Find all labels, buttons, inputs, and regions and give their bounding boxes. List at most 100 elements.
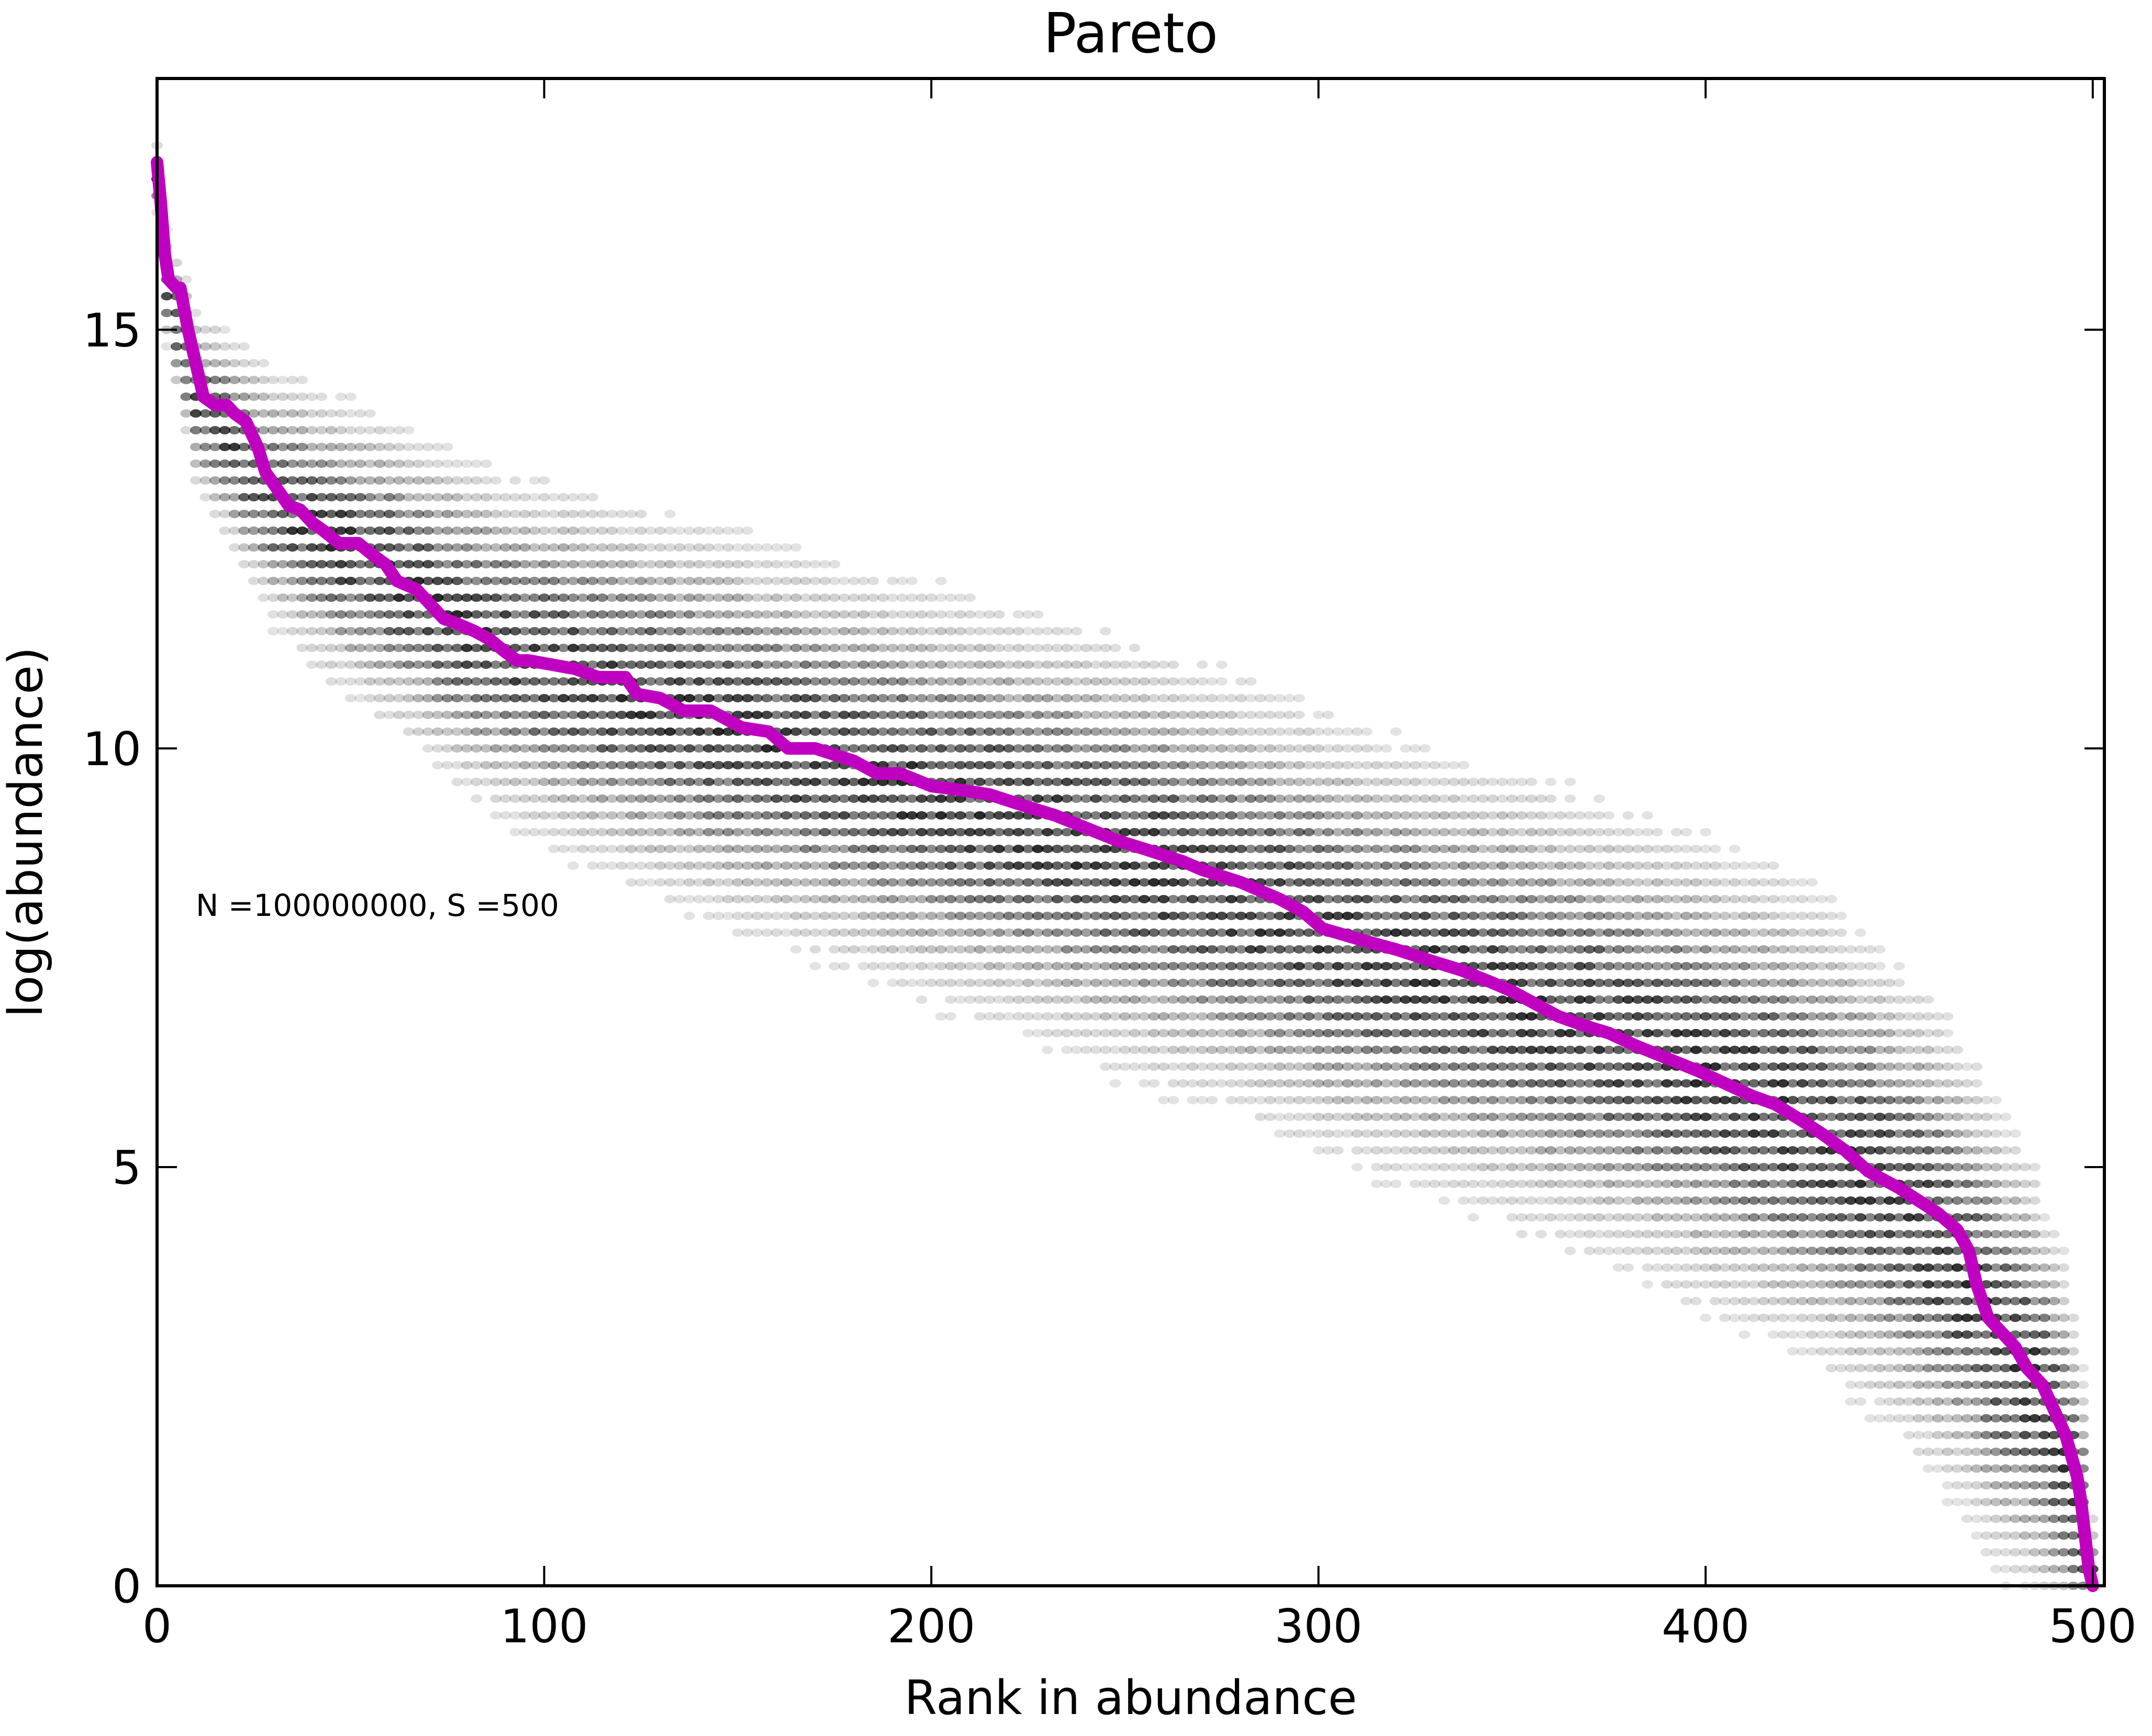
density-point — [1138, 928, 1150, 937]
density-point — [674, 627, 686, 635]
density-point — [964, 995, 976, 1004]
density-point — [606, 861, 618, 870]
density-point — [732, 644, 744, 652]
density-point — [771, 711, 783, 719]
density-point — [722, 677, 734, 686]
density-point — [809, 895, 821, 903]
density-point — [945, 895, 957, 903]
density-point — [887, 627, 899, 635]
density-point — [1022, 895, 1034, 903]
density-point — [306, 409, 318, 418]
density-point — [383, 711, 395, 719]
density-point — [1351, 811, 1363, 820]
density-point — [829, 644, 841, 652]
density-point — [887, 593, 899, 602]
density-point — [1284, 811, 1296, 820]
density-point — [1109, 778, 1121, 786]
density-point — [557, 610, 570, 619]
density-point — [790, 828, 802, 836]
density-point — [877, 878, 889, 887]
density-point — [1099, 644, 1111, 652]
density-point — [674, 861, 686, 870]
density-point — [1235, 711, 1247, 719]
density-point — [1370, 1113, 1382, 1121]
density-point — [683, 761, 695, 769]
density-point — [258, 393, 270, 401]
density-point — [926, 828, 938, 836]
density-point — [926, 610, 938, 619]
density-point — [703, 677, 715, 686]
density-point — [1332, 912, 1344, 920]
density-point — [325, 593, 337, 602]
density-point — [296, 393, 308, 401]
density-point — [180, 275, 192, 284]
density-point — [741, 694, 753, 702]
density-point — [1099, 778, 1111, 786]
density-point — [635, 828, 647, 836]
density-point — [461, 577, 473, 585]
density-point — [741, 761, 753, 769]
density-point — [954, 828, 966, 836]
density-point — [171, 259, 182, 267]
density-point — [199, 476, 211, 485]
density-point — [722, 577, 734, 585]
density-point — [1157, 711, 1169, 719]
density-point — [316, 460, 328, 468]
density-point — [1071, 778, 1083, 786]
density-point — [1148, 979, 1160, 987]
density-point — [790, 811, 802, 820]
density-point — [557, 828, 570, 836]
density-point — [461, 476, 473, 485]
density-point — [771, 878, 783, 887]
density-point — [383, 593, 395, 602]
density-point — [1051, 895, 1063, 903]
density-point — [974, 895, 986, 903]
density-point — [393, 510, 405, 518]
density-point — [1129, 979, 1141, 987]
density-point — [1032, 828, 1044, 836]
density-point — [1042, 727, 1053, 736]
density-point — [993, 995, 1005, 1004]
density-point — [1090, 644, 1102, 652]
density-point — [935, 945, 947, 954]
density-point — [1187, 912, 1199, 920]
density-point — [954, 845, 966, 853]
density-point — [857, 694, 869, 702]
density-point — [432, 761, 444, 769]
density-point — [1235, 727, 1247, 736]
density-point — [1332, 878, 1344, 887]
density-point — [1003, 912, 1014, 920]
density-point — [809, 694, 821, 702]
density-point — [1225, 861, 1237, 870]
density-point — [354, 610, 366, 619]
density-point — [703, 694, 715, 702]
density-point — [267, 393, 279, 401]
density-point — [1177, 794, 1189, 803]
density-point — [877, 794, 889, 803]
density-point — [1109, 945, 1121, 954]
density-point — [1119, 878, 1131, 887]
density-point — [577, 527, 589, 535]
density-point — [344, 460, 356, 468]
density-point — [383, 426, 395, 434]
density-point — [1284, 727, 1296, 736]
density-point — [1157, 895, 1169, 903]
density-point — [1012, 811, 1024, 820]
density-point — [1264, 845, 1276, 853]
density-point — [1109, 677, 1121, 686]
density-point — [712, 660, 724, 669]
density-point — [799, 878, 811, 887]
density-point — [567, 761, 579, 769]
density-point — [1342, 744, 1354, 753]
density-point — [1216, 979, 1228, 987]
density-point — [2058, 1247, 2070, 1255]
density-point — [306, 460, 318, 468]
density-point — [548, 644, 560, 652]
density-point — [683, 912, 695, 920]
density-point — [683, 744, 695, 753]
density-point — [258, 376, 270, 384]
density-point — [819, 660, 831, 669]
density-point — [616, 727, 628, 736]
density-point — [1042, 861, 1053, 870]
density-point — [1167, 962, 1179, 970]
